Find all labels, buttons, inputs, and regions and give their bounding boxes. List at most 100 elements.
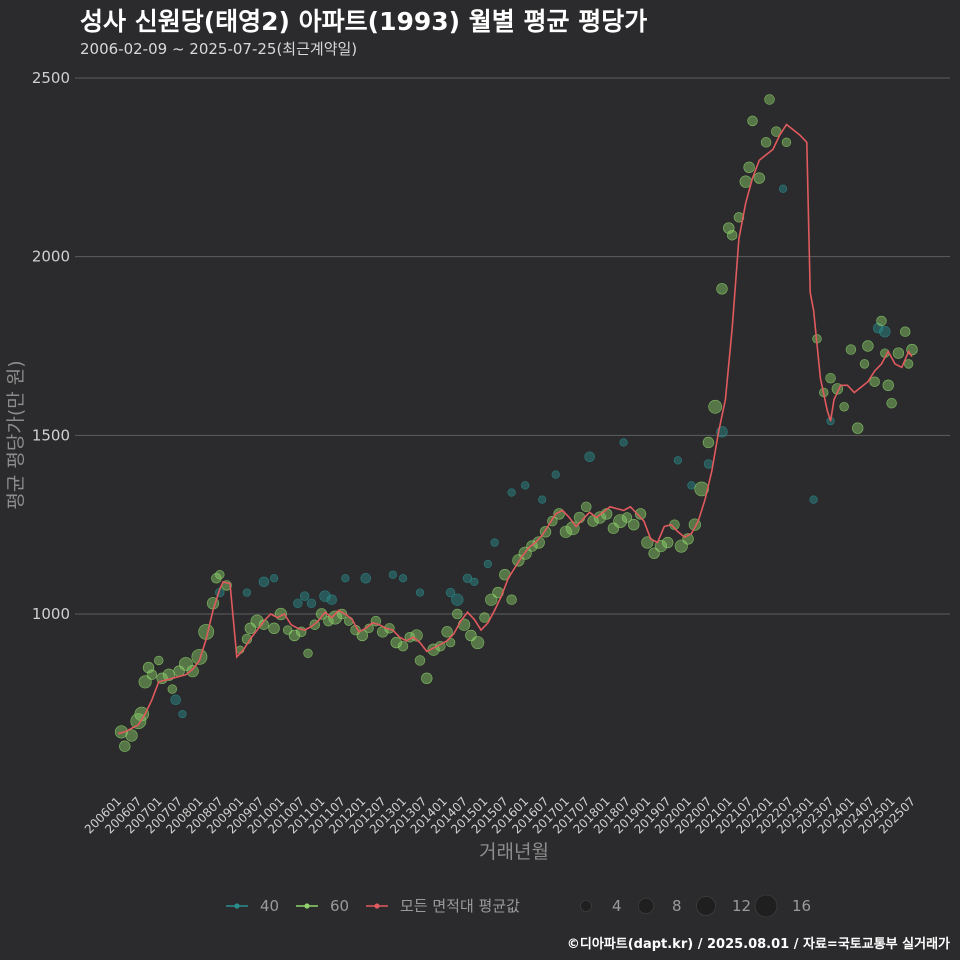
legend-dot [374, 903, 380, 909]
point-60 [869, 376, 880, 387]
point-60 [565, 521, 580, 536]
point-60 [479, 612, 490, 623]
y-tick-label: 1000 [32, 605, 70, 623]
point-60 [485, 593, 498, 606]
point-40 [619, 438, 628, 447]
point-40 [258, 576, 270, 588]
point-60 [114, 725, 128, 739]
point-40 [170, 694, 181, 705]
point-60 [886, 397, 897, 409]
point-60 [903, 359, 914, 369]
point-60 [288, 629, 301, 642]
point-60 [167, 684, 177, 694]
point-60 [747, 115, 758, 127]
point-60 [723, 222, 735, 234]
point-40 [326, 594, 337, 605]
legend-size-dot [637, 897, 655, 915]
point-60 [862, 340, 874, 352]
y-axis-ticks: 1000 1500 2000 2500 [32, 69, 70, 623]
point-60 [726, 230, 738, 241]
x-axis-title: 거래년월 [479, 841, 549, 863]
average-line [117, 123, 913, 735]
point-60 [753, 172, 765, 184]
legend-item-avg: 모든 면적대 평균값 [366, 897, 520, 915]
point-60 [186, 665, 199, 678]
point-60 [559, 525, 573, 538]
legend-size-label: 8 [672, 897, 682, 915]
legend-size-label: 16 [792, 897, 811, 915]
point-60 [125, 729, 138, 742]
point-40 [319, 590, 331, 602]
point-40 [178, 709, 187, 719]
point-40 [415, 588, 425, 597]
y-tick-label: 2500 [32, 69, 70, 87]
point-60 [733, 212, 745, 223]
point-40 [507, 488, 516, 497]
point-60 [471, 636, 485, 650]
chart-title: 성사 신원당(태영2) 아파트(1993) 월별 평균 평당가 [80, 7, 647, 36]
point-60 [323, 615, 334, 627]
point-60 [764, 94, 775, 105]
point-60 [344, 616, 354, 626]
point-60 [258, 619, 270, 630]
point-60 [694, 481, 709, 497]
point-60 [825, 372, 836, 384]
series-40-points [170, 184, 891, 719]
point-40 [490, 538, 499, 547]
legend-size-label: 4 [612, 897, 622, 915]
point-60 [146, 669, 158, 680]
point-60 [119, 740, 131, 752]
point-40 [538, 495, 547, 504]
point-60 [641, 536, 654, 549]
series-60-points [114, 94, 918, 752]
point-60 [702, 436, 715, 449]
point-60 [506, 594, 517, 605]
point-40 [451, 593, 464, 606]
point-60 [716, 283, 728, 295]
y-tick-label: 2000 [32, 248, 70, 266]
legend-label: 40 [260, 897, 279, 915]
point-40 [293, 598, 303, 608]
point-60 [215, 569, 225, 580]
y-tick-label: 1500 [32, 426, 70, 444]
point-60 [882, 379, 894, 391]
point-60 [268, 622, 280, 634]
point-40 [445, 587, 456, 598]
point-60 [421, 672, 433, 685]
point-40 [778, 184, 788, 193]
legend-label: 모든 면적대 평균값 [400, 897, 520, 915]
point-60 [211, 573, 222, 584]
point-60 [634, 508, 647, 520]
point-60 [142, 661, 155, 674]
point-40 [462, 573, 473, 583]
point-60 [662, 536, 674, 549]
point-60 [138, 675, 152, 689]
point-40 [703, 459, 714, 469]
point-60 [607, 522, 620, 534]
point-40 [483, 559, 492, 569]
legend-label: 60 [330, 897, 349, 915]
average-line-group [117, 123, 913, 735]
legend-size-8: 8 [637, 897, 682, 915]
point-60 [708, 399, 723, 414]
point-40 [470, 577, 479, 586]
point-60 [452, 608, 463, 620]
point-60 [134, 706, 150, 722]
point-60 [876, 315, 887, 327]
point-40 [269, 574, 279, 583]
legend-size-12: 12 [696, 896, 751, 916]
point-60 [859, 359, 870, 369]
point-60 [892, 347, 905, 359]
legend-size-label: 12 [732, 897, 751, 915]
point-60 [781, 137, 792, 148]
point-40 [299, 591, 310, 601]
point-60 [573, 511, 586, 524]
point-40 [398, 574, 408, 583]
point-60 [532, 536, 545, 549]
point-60 [328, 610, 343, 625]
point-40 [673, 456, 682, 465]
point-60 [621, 512, 633, 523]
source-caption: ©디아파트(dapt.kr) / 2025.08.01 / 자료=국토교통부 실… [567, 936, 950, 952]
chart-subtitle: 2006-02-09 ~ 2025-07-25(최근계약일) [80, 40, 357, 58]
